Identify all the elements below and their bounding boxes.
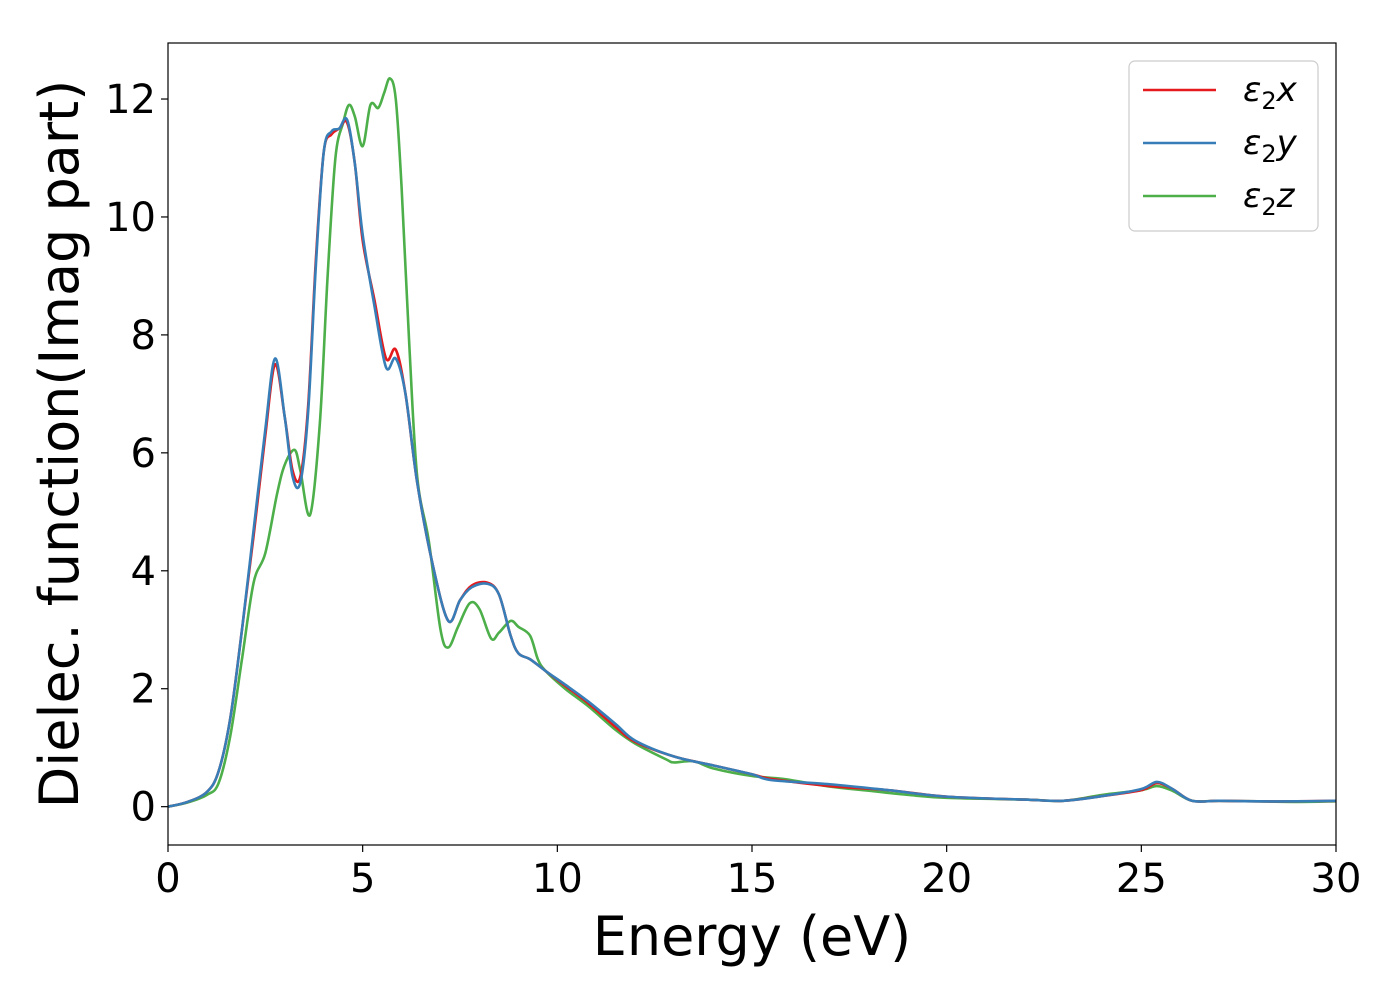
- y-axis-title: Dielec. function(Imag part): [28, 80, 91, 809]
- legend-label-y: ε2y: [1243, 123, 1298, 168]
- series-line-y: [168, 116, 1336, 808]
- x-tick-label: 30: [1311, 856, 1362, 902]
- series-layer: [168, 77, 1336, 808]
- legend-box: [1128, 60, 1319, 232]
- y-tick-label: 2: [131, 667, 156, 713]
- x-tick-label: 10: [532, 856, 583, 902]
- x-axis-title: Energy (eV): [593, 905, 912, 968]
- ticks-layer: 0 5 10 15 20 25 30 0 2 4 6 8 10 12: [105, 77, 1361, 902]
- y-tick-label: 4: [131, 549, 156, 595]
- y-tick-label: 6: [131, 431, 156, 477]
- x-tick-label: 15: [727, 856, 778, 902]
- y-tick-label: 12: [105, 77, 156, 123]
- y-tick-label: 8: [131, 313, 156, 359]
- x-tick-label: 25: [1116, 856, 1167, 902]
- legend-label-x: ε2x: [1243, 70, 1298, 115]
- legend: ε2x ε2y ε2z: [1128, 60, 1319, 232]
- y-tick-label: 10: [105, 195, 156, 241]
- x-tick-label: 5: [350, 856, 375, 902]
- legend-label-z: ε2z: [1243, 176, 1296, 221]
- y-tick-label: 0: [131, 785, 156, 831]
- x-tick-label: 20: [921, 856, 972, 902]
- x-tick-label: 0: [155, 856, 180, 902]
